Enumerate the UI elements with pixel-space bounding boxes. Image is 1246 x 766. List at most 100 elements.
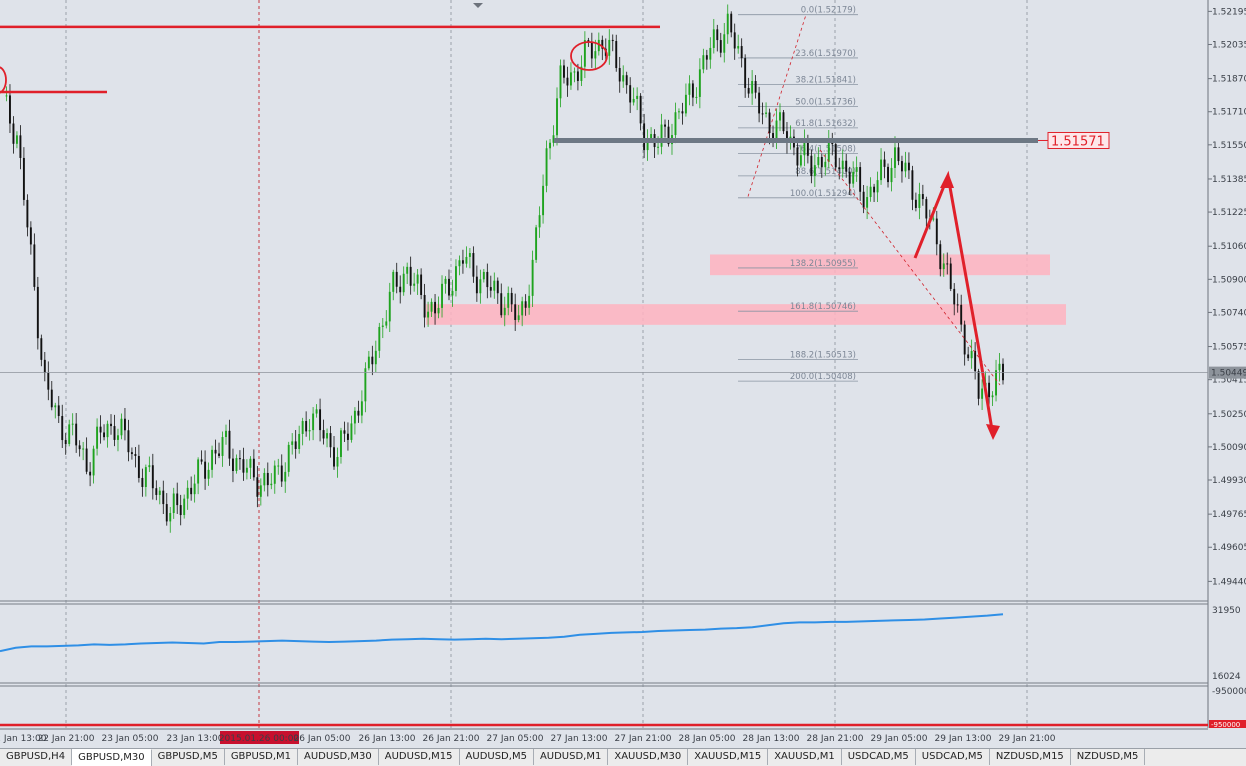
price-chart[interactable]: 1.52195 1.52035 1.51870 1.51710 1.51550 1.513… xyxy=(0,0,1246,748)
price-tick-label: 1.50575 xyxy=(1212,343,1246,353)
time-tick-label: 28 Jan 05:00 xyxy=(679,734,736,744)
chart-tab[interactable]: USDCAD,M5 xyxy=(842,749,916,765)
chart-tab[interactable]: GBPUSD,M30 xyxy=(72,749,152,766)
candle-body xyxy=(353,410,356,424)
candle-body xyxy=(963,324,966,355)
candle-body xyxy=(618,68,621,82)
candle-body xyxy=(221,437,224,456)
candle-body xyxy=(29,227,32,245)
candle-body xyxy=(430,301,433,312)
price-tick-label: 1.50090 xyxy=(1212,443,1246,453)
candle-body xyxy=(890,167,893,183)
candle-body xyxy=(611,39,614,42)
candle-body xyxy=(437,307,440,314)
chart-tab[interactable]: USDCAD,M5 xyxy=(916,749,990,765)
candle-body xyxy=(130,452,133,455)
chart-tab[interactable]: XAUUSD,M30 xyxy=(608,749,689,765)
candle-body xyxy=(712,29,715,48)
candle-body xyxy=(301,421,304,434)
highlight-circle xyxy=(0,66,7,94)
candle-body xyxy=(507,292,510,308)
candle-body xyxy=(594,51,597,59)
candle-body xyxy=(632,98,635,103)
candle-body xyxy=(514,304,517,320)
candle-body xyxy=(737,46,740,49)
candle-body xyxy=(427,311,430,318)
candle-body xyxy=(719,40,722,53)
candle-body xyxy=(461,260,464,264)
candle-body xyxy=(510,292,513,305)
price-tick-label: 1.51385 xyxy=(1212,175,1246,185)
candle-body xyxy=(601,39,604,49)
candle-body xyxy=(988,382,991,398)
highlight-circle xyxy=(570,41,608,71)
candle-body xyxy=(350,423,353,440)
time-tick-label: 28 Jan 13:00 xyxy=(743,734,800,744)
chart-tab[interactable]: NZDUSD,M5 xyxy=(1071,749,1146,765)
candle-body xyxy=(43,359,46,373)
time-tick-label: 23 Jan 05:00 xyxy=(102,734,159,744)
candle-body xyxy=(228,430,231,459)
candle-body xyxy=(859,167,862,192)
chart-tab[interactable]: GBPUSD,M5 xyxy=(152,749,225,765)
candle-body xyxy=(123,418,126,431)
candle-body xyxy=(141,477,144,488)
candle-body xyxy=(165,504,168,522)
price-tick-label: 1.52195 xyxy=(1212,7,1246,17)
candle-body xyxy=(726,13,729,35)
symbol-tab-bar: GBPUSD,H4 GBPUSD,M30 GBPUSD,M5 GBPUSD,M1 AUD… xyxy=(0,748,1246,766)
chart-tab[interactable]: AUDUSD,M5 xyxy=(460,749,534,765)
candle-body xyxy=(242,459,245,473)
candle-body xyxy=(89,471,92,476)
candle-body xyxy=(855,167,858,172)
candle-body xyxy=(709,47,712,60)
time-tick-label: 22 Jan 21:00 xyxy=(38,734,95,744)
candle-body xyxy=(625,75,628,86)
candle-body xyxy=(57,405,60,417)
candle-body xyxy=(799,155,802,166)
chart-tab[interactable]: GBPUSD,H4 xyxy=(0,749,73,765)
chart-background xyxy=(0,0,1246,748)
candle-body xyxy=(733,32,736,49)
chart-tab[interactable]: XAUUSD,M1 xyxy=(768,749,842,765)
time-tick-label: 26 Jan 13:00 xyxy=(359,734,416,744)
candle-body xyxy=(5,95,8,97)
chart-tab[interactable]: NZDUSD,M15 xyxy=(990,749,1071,765)
candle-body xyxy=(357,410,360,416)
chart-tab[interactable]: GBPUSD,M1 xyxy=(225,749,298,765)
candle-body xyxy=(319,409,322,431)
candle-body xyxy=(524,301,527,308)
candle-body xyxy=(486,271,489,288)
chart-tab[interactable]: AUDUSD,M1 xyxy=(534,749,609,765)
candle-body xyxy=(458,260,461,267)
candle-body xyxy=(772,133,774,141)
candle-body xyxy=(657,146,660,148)
projection-line xyxy=(819,149,1001,386)
candle-body xyxy=(684,94,687,114)
candle-body xyxy=(259,485,262,497)
candle-body xyxy=(911,170,914,200)
chart-tab[interactable]: AUDUSD,M30 xyxy=(298,749,379,765)
candle-body xyxy=(416,274,419,284)
candle-body xyxy=(388,291,391,322)
chart-window[interactable]: 1.52195 1.52035 1.51870 1.51710 1.51550 1.513… xyxy=(0,0,1246,748)
indicator-line xyxy=(0,613,1004,653)
candle-body xyxy=(155,488,158,495)
time-tick-label: 27 Jan 05:00 xyxy=(487,734,544,744)
candle-body xyxy=(841,160,844,170)
candle-body xyxy=(580,66,583,81)
candle-body xyxy=(691,83,694,98)
candle-body xyxy=(810,155,813,176)
candle-body xyxy=(887,166,889,183)
candle-body xyxy=(566,77,569,86)
chart-tab[interactable]: XAUUSD,M15 xyxy=(688,749,769,765)
current-price-label: 1.50449 xyxy=(1211,369,1246,379)
candle-body xyxy=(106,423,109,438)
candle-body xyxy=(552,135,555,143)
chart-tab[interactable]: AUDUSD,M15 xyxy=(379,749,460,765)
candle-body xyxy=(949,263,952,289)
time-tick-label: 22 Jan 13:00 xyxy=(0,734,47,744)
candle-body xyxy=(127,430,130,453)
candle-body xyxy=(939,244,942,270)
candle-body xyxy=(26,199,29,228)
